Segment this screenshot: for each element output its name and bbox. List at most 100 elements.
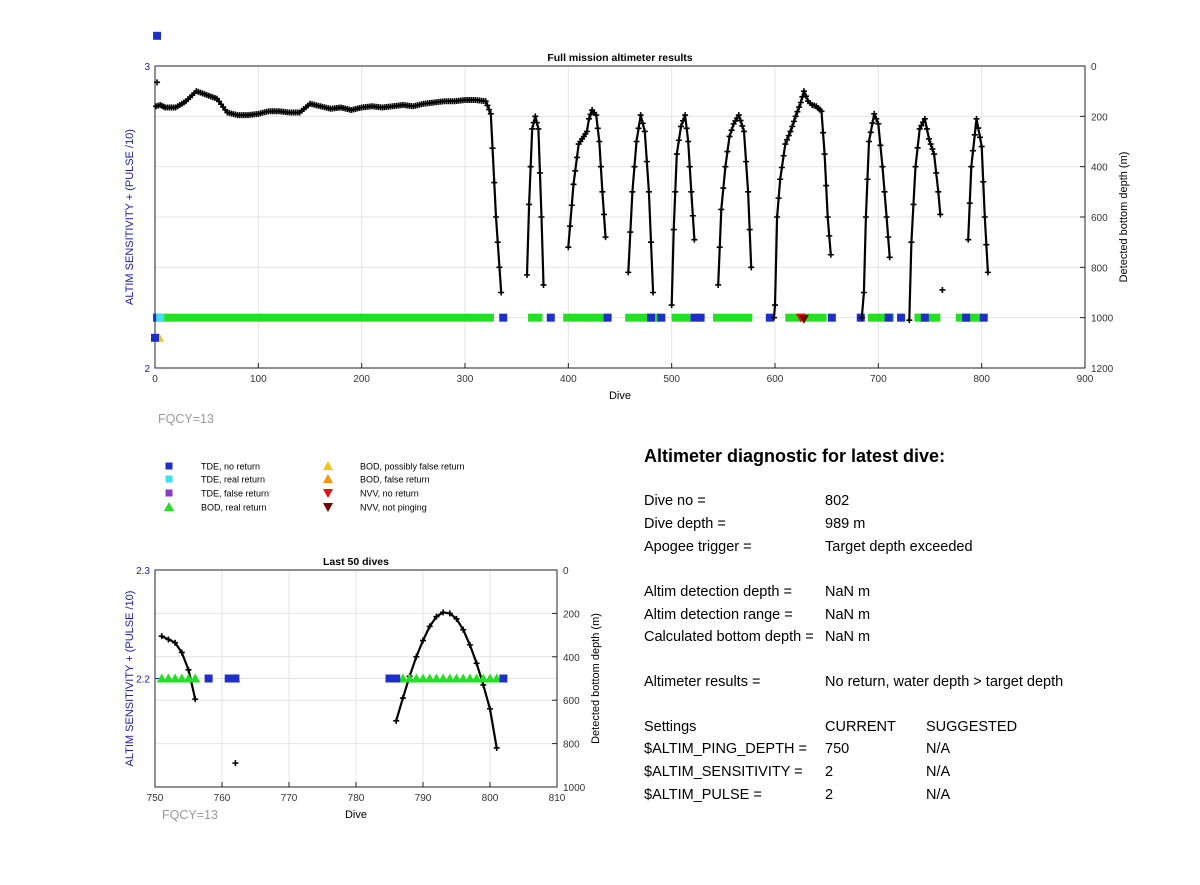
full-depth-point <box>685 138 692 145</box>
full-depth-point <box>971 131 978 138</box>
last50-depth-line-1 <box>395 611 498 749</box>
full-depth-point <box>486 106 493 113</box>
full-depth-point <box>984 269 991 276</box>
full-depth-point <box>633 138 640 145</box>
tde-no-return-marker <box>647 313 655 322</box>
full-depth-point <box>720 185 727 192</box>
full-depth-line-1 <box>525 115 545 285</box>
full-depth-point <box>866 138 873 145</box>
diagnostic-title: Altimeter diagnostic for latest dive: <box>644 446 946 466</box>
sensitivity-suggested: N/A <box>926 764 951 780</box>
full-depth-point <box>597 163 604 170</box>
x-tick-label: 500 <box>663 374 680 385</box>
full-depth-point <box>775 195 782 202</box>
full-depth-point <box>715 281 722 288</box>
full-depth-line-4 <box>670 113 696 306</box>
legend-tde-no-return-marker <box>165 462 173 470</box>
full-depth-point <box>641 128 648 135</box>
apogee-label: Apogee trigger = <box>644 539 752 555</box>
full-depth-point <box>875 120 882 127</box>
full-depth-point <box>772 302 778 309</box>
full-depth-point <box>491 179 498 186</box>
tde-no-return-marker <box>696 313 705 322</box>
full-depth-point <box>536 169 543 176</box>
full-depth-point <box>820 129 827 136</box>
full-depth-point <box>931 151 938 158</box>
x-tick-label: 900 <box>1077 374 1094 385</box>
full-depth-point <box>645 188 652 195</box>
ping-depth-current: 750 <box>825 741 850 757</box>
full-depth-point <box>526 201 533 208</box>
bod-real-return-marker <box>156 673 167 683</box>
full-depth-point <box>683 125 690 132</box>
full-depth-point <box>871 110 878 117</box>
full-depth-point <box>789 123 796 130</box>
last50-depth-point <box>192 696 199 703</box>
tde-no-return-marker <box>884 313 893 322</box>
fqcy-label-bottom: FQCY=13 <box>162 808 218 822</box>
last50-depth-point <box>473 660 480 667</box>
full-depth-point <box>631 163 638 170</box>
legend-tde-real-return-label: TDE, real return <box>201 475 265 485</box>
bod-real-return-marker <box>176 673 187 683</box>
full-depth-point <box>818 108 825 115</box>
full-depth-point <box>877 142 884 149</box>
calculated-bottom-depth-value: NaN m <box>825 629 871 645</box>
full-depth-point <box>821 151 828 158</box>
bod-real-return-marker <box>471 673 482 683</box>
full-depth-point <box>743 158 750 165</box>
bod-real-return-band <box>161 313 494 322</box>
full-depth-point <box>803 93 809 100</box>
full-depth-point <box>565 244 572 251</box>
y-right-tick-label: 1000 <box>1091 314 1114 325</box>
bod-real-return-marker <box>163 673 174 683</box>
full-depth-point <box>937 211 944 218</box>
full-depth-point <box>914 144 921 151</box>
tde-no-return-marker <box>657 313 666 322</box>
full-depth-point <box>784 136 791 143</box>
full-depth-point <box>728 127 735 134</box>
full-depth-point <box>691 236 698 243</box>
y-left-tick-label: 3 <box>144 62 150 73</box>
full-depth-point <box>800 88 807 95</box>
full-depth-point <box>983 241 990 248</box>
bod-real-return-band <box>528 313 543 322</box>
legend-bod-possibly-false-label: BOD, possibly false return <box>360 462 465 472</box>
ping-depth-label: $ALTIM_PING_DEPTH = <box>644 741 807 757</box>
full-depth-point <box>532 113 539 120</box>
full-depth-point <box>735 112 742 119</box>
full-depth-point <box>873 115 880 122</box>
y-right-axis-label: Detected bottom depth (m) <box>1118 152 1130 283</box>
x-tick-label: 100 <box>250 374 267 385</box>
nvv-not-pinging-marker <box>798 314 809 324</box>
full-depth-point <box>741 128 747 135</box>
full-depth-point <box>976 134 983 141</box>
y-left-tick-label: 2.3 <box>136 566 150 577</box>
y-right-tick-label: 600 <box>563 696 580 707</box>
last50-depth-point <box>446 610 453 617</box>
full-depth-point <box>792 113 799 120</box>
full-depth-point <box>796 104 803 111</box>
full-depth-point <box>527 163 534 170</box>
full-depth-point <box>790 118 797 125</box>
last50-depth-point <box>232 760 239 767</box>
altimeter-results-label: Altimeter results = <box>644 674 761 690</box>
full-depth-point <box>906 317 913 324</box>
bod-real-return-marker <box>438 673 449 683</box>
full-depth-point <box>746 226 753 233</box>
full-depth-point <box>493 214 499 220</box>
last50-depth-point <box>158 633 165 640</box>
full-depth-point <box>594 125 601 132</box>
last50-depth-point <box>393 717 400 724</box>
full-depth-point <box>910 201 917 208</box>
bod-real-return-marker <box>190 673 201 683</box>
legend-tde-false-return-marker <box>165 489 173 497</box>
full-depth-line-8 <box>908 117 942 321</box>
full-depth-point <box>535 125 542 132</box>
legend-bod-possibly-false-marker <box>323 461 333 470</box>
bod-real-return-marker <box>464 673 475 683</box>
y-right-tick-label: 1200 <box>1091 364 1114 375</box>
full-depth-point <box>927 141 934 148</box>
x-tick-label: 200 <box>353 374 370 385</box>
